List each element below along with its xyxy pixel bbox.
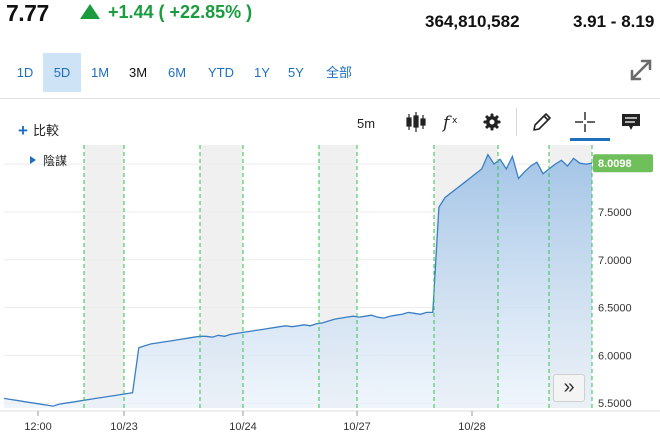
svg-text:x: x — [452, 116, 458, 126]
price-area — [4, 154, 592, 408]
scroll-to-latest-button[interactable]: » — [553, 374, 585, 402]
tab-ytd[interactable]: YTD — [208, 65, 234, 80]
last-price: 7.77 — [6, 0, 49, 26]
triangle-right-icon — [30, 156, 36, 164]
volume-value: 364,810,582 — [425, 12, 520, 31]
compare-label: 比較 — [32, 123, 59, 138]
interval-selector[interactable]: 5m — [357, 116, 376, 131]
y-tick-label: 7.0000 — [598, 255, 632, 267]
y-tick-label: 6.0000 — [598, 350, 632, 362]
comment-icon[interactable] — [619, 110, 643, 134]
expand-icon[interactable] — [628, 57, 654, 83]
toolbar-separator — [516, 108, 517, 136]
toolbar-divider — [0, 98, 660, 99]
last-value-badge — [593, 154, 653, 173]
plus-icon: + — [18, 121, 28, 140]
tab-6m[interactable]: 6M — [167, 65, 187, 80]
y-tick-label: 7.5000 — [598, 207, 632, 219]
svg-text:f: f — [441, 113, 452, 133]
x-tick-label: 10/23 — [110, 421, 138, 433]
tab-1m[interactable]: 1M — [90, 65, 110, 80]
tab-5y[interactable]: 5Y — [288, 65, 304, 80]
x-tick-label: 10/24 — [229, 421, 257, 433]
indicator-toggle[interactable]: 陰謀 — [30, 152, 67, 169]
gear-icon[interactable] — [480, 110, 504, 134]
y-tick-label: 6.5000 — [598, 303, 632, 315]
tab-1y[interactable]: 1Y — [254, 65, 270, 80]
x-tick-label: 10/27 — [343, 421, 371, 433]
candlestick-icon[interactable] — [404, 110, 428, 134]
tab-all[interactable]: 全部 — [325, 65, 352, 80]
y-tick-label: 5.5000 — [598, 398, 632, 410]
compare-button[interactable]: + 比較 — [18, 120, 59, 141]
crosshair-icon[interactable] — [573, 110, 597, 134]
up-arrow-icon — [80, 4, 100, 19]
fx-icon[interactable]: f x — [441, 110, 465, 134]
pencil-icon[interactable] — [530, 110, 554, 134]
x-tick-label: 12:00 — [24, 421, 52, 433]
tab-1d[interactable]: 1D — [16, 65, 34, 80]
last-value-label: 8.0098 — [598, 158, 632, 170]
indicator-label: 陰謀 — [43, 154, 68, 168]
price-change: +1.44 ( +22.85% ) — [108, 2, 253, 22]
active-tool-indicator — [570, 138, 610, 141]
tab-5d[interactable]: 5D — [43, 53, 81, 92]
day-range: 3.91 - 8.19 — [573, 12, 655, 31]
tab-3m[interactable]: 3M — [128, 65, 148, 80]
x-tick-label: 10/28 — [458, 421, 486, 433]
price-line — [3, 153, 593, 407]
session-gap — [84, 145, 124, 408]
